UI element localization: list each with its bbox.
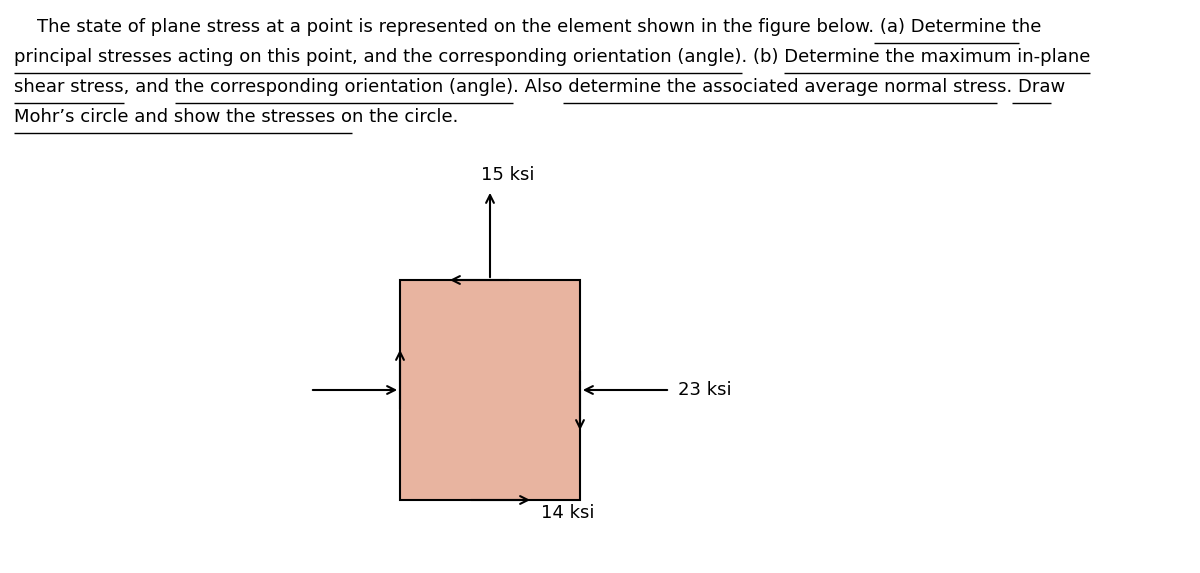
Text: shear stress, and the corresponding orientation (angle). Also determine the asso: shear stress, and the corresponding orie…	[14, 78, 1013, 96]
Text: shear stress, and the corresponding orientation (angle). Also determine the asso: shear stress, and the corresponding orie…	[14, 78, 1066, 96]
Bar	[400, 280, 580, 500]
Text: principal stresses acting on this point, and the corresponding orientation (angl: principal stresses acting on this point,…	[14, 48, 785, 66]
Text: The state of plane stress at a point is represented on the element shown in the : The state of plane stress at a point is …	[14, 18, 874, 36]
Text: Mohr’s circle and show the stresses o: Mohr’s circle and show the stresses o	[14, 108, 352, 126]
Text: shear stress, and the corresponding orientation (angle). Also determine the asso: shear stress, and the corresponding orie…	[14, 78, 997, 96]
Text: The state of plane stress at a point is represented on the element shown in the : The state of plane stress at a point is …	[14, 18, 1019, 36]
Text: shear stress, and the corresponding orientation (angle). Also: shear stress, and the corresponding orie…	[14, 78, 563, 96]
Text: Mohr’s circle and show the stresses on the circle.: Mohr’s circle and show the stresses on t…	[14, 108, 458, 126]
Text: principal stresses acting on this point, and the corresponding orientation (angl: principal stresses acting on this point,…	[14, 48, 1091, 66]
Text: 14 ksi: 14 ksi	[541, 504, 594, 522]
Text: shear stress: shear stress	[14, 78, 124, 96]
Text: shear stress, and: shear stress, and	[14, 78, 175, 96]
Text: The state of plane stress at a point is represented on the element shown in the : The state of plane stress at a point is …	[14, 18, 1042, 36]
Text: 15 ksi: 15 ksi	[481, 166, 535, 184]
Text: shear stress, and the corresponding orientation (angle): shear stress, and the corresponding orie…	[14, 78, 514, 96]
Text: shear stress, and the corresponding orientation (angle). Also determine the asso: shear stress, and the corresponding orie…	[14, 78, 1050, 96]
Text: principal stresses acting on this point, and the corresponding orientation (angl: principal stresses acting on this point,…	[14, 48, 1091, 66]
Text: principal stresses acting on this point, and the corresponding orientation (angl: principal stresses acting on this point,…	[14, 48, 742, 66]
Text: 23 ksi: 23 ksi	[678, 381, 732, 399]
